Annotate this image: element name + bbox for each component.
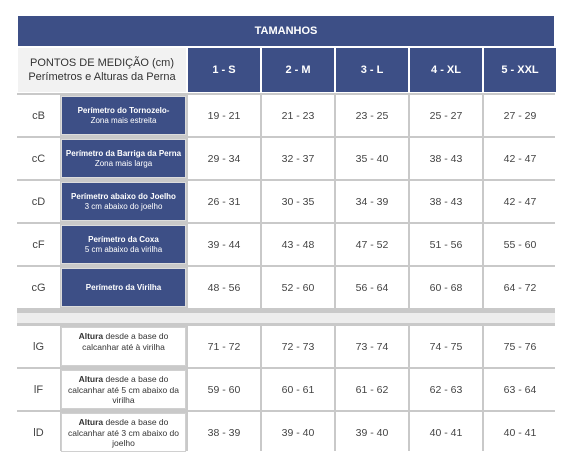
table-cell: 39 - 44 xyxy=(188,224,260,265)
table-cell: 38 - 43 xyxy=(410,181,482,222)
measure-label-note: 5 cm abaixo da virilha xyxy=(84,244,163,254)
size-header-4: 4 - XL xyxy=(409,47,483,93)
measure-label-note: desde a base do calcanhar até 3 cm abaix… xyxy=(67,417,180,448)
size-header-2: 2 - M xyxy=(261,47,335,93)
table-cell: 64 - 72 xyxy=(484,267,556,308)
section-separator xyxy=(17,312,555,324)
table-cell: 51 - 56 xyxy=(410,224,482,265)
table-cell: 34 - 39 xyxy=(336,181,408,222)
measure-label-title: Altura xyxy=(78,331,104,341)
table-cell: 40 - 41 xyxy=(410,412,482,453)
measure-label-note: Zona mais larga xyxy=(94,158,153,168)
size-header-3: 3 - L xyxy=(335,47,409,93)
measure-label: Perímetro abaixo do Joelho 3 cm abaixo do… xyxy=(61,182,186,221)
measure-label: Perímetro do Tornozelo- Zona mais estreit… xyxy=(61,96,186,135)
measure-label: Perímetro da Coxa 5 cm abaixo da virilha xyxy=(61,225,186,264)
row-code: cB xyxy=(17,95,60,136)
measure-label-title: Altura xyxy=(78,374,104,384)
size-table: TAMANHOS PONTOS DE MEDIÇÃO (cm) Perímetr… xyxy=(17,15,557,453)
size-header-1: 1 - S xyxy=(187,47,261,93)
table-title: TAMANHOS xyxy=(17,15,555,47)
row-code: lF xyxy=(17,369,60,410)
measure-label: Perímetro da Barriga da Perna Zona mais l… xyxy=(61,139,186,178)
table-cell: 47 - 52 xyxy=(336,224,408,265)
table-cell: 62 - 63 xyxy=(410,369,482,410)
measurement-header-line2: Perímetros e Alturas da Perna xyxy=(28,71,176,83)
table-cell: 63 - 64 xyxy=(484,369,556,410)
table-cell: 55 - 60 xyxy=(484,224,556,265)
table-cell: 19 - 21 xyxy=(188,95,260,136)
measure-label-title: Perímetro do Tornozelo- xyxy=(77,106,170,115)
row-code: cD xyxy=(17,181,60,222)
table-cell: 27 - 29 xyxy=(484,95,556,136)
table-cell: 39 - 40 xyxy=(336,412,408,453)
size-header-5: 5 - XXL xyxy=(483,47,557,93)
row-code: lG xyxy=(17,326,60,367)
measure-label-note: Zona mais estreita xyxy=(90,115,157,125)
table-cell: 32 - 37 xyxy=(262,138,334,179)
table-cell: 26 - 31 xyxy=(188,181,260,222)
measure-label-title: Perímetro da Barriga da Perna xyxy=(65,149,182,158)
table-cell: 25 - 27 xyxy=(410,95,482,136)
measure-label: Altura desde a base do calcanhar até à v… xyxy=(61,327,186,366)
table-cell: 73 - 74 xyxy=(336,326,408,367)
table-cell: 74 - 75 xyxy=(410,326,482,367)
measure-label-title: Perímetro da Virilha xyxy=(85,282,162,292)
table-cell: 21 - 23 xyxy=(262,95,334,136)
measure-label: Altura desde a base do calcanhar até 5 c… xyxy=(61,370,186,409)
table-cell: 43 - 48 xyxy=(262,224,334,265)
table-cell: 60 - 68 xyxy=(410,267,482,308)
table-cell: 42 - 47 xyxy=(484,138,556,179)
table-cell: 52 - 60 xyxy=(262,267,334,308)
measure-label: Perímetro da Virilha xyxy=(61,268,186,307)
table-cell: 48 - 56 xyxy=(188,267,260,308)
table-cell: 30 - 35 xyxy=(262,181,334,222)
row-code: cG xyxy=(17,267,60,308)
table-cell: 60 - 61 xyxy=(262,369,334,410)
measure-label-note: desde a base do calcanhar até à virilha xyxy=(82,331,169,352)
measure-label: Altura desde a base do calcanhar até 3 c… xyxy=(61,413,186,452)
table-cell: 75 - 76 xyxy=(484,326,556,367)
measure-label-note: desde a base do calcanhar até 5 cm abaix… xyxy=(67,374,180,405)
table-cell: 38 - 39 xyxy=(188,412,260,453)
table-cell: 23 - 25 xyxy=(336,95,408,136)
table-cell: 71 - 72 xyxy=(188,326,260,367)
row-code: cC xyxy=(17,138,60,179)
table-cell: 40 - 41 xyxy=(484,412,556,453)
measurement-header-line1: PONTOS DE MEDIÇÃO (cm) xyxy=(29,57,175,69)
table-cell: 42 - 47 xyxy=(484,181,556,222)
row-code: lD xyxy=(17,412,60,453)
measure-label-title: Altura xyxy=(78,417,104,427)
table-cell: 56 - 64 xyxy=(336,267,408,308)
table-cell: 59 - 60 xyxy=(188,369,260,410)
row-code: cF xyxy=(17,224,60,265)
measure-label-title: Perímetro abaixo do Joelho xyxy=(71,192,176,201)
measure-label-note: 3 cm abaixo do joelho xyxy=(84,201,163,211)
table-cell: 72 - 73 xyxy=(262,326,334,367)
table-cell: 39 - 40 xyxy=(262,412,334,453)
table-cell: 29 - 34 xyxy=(188,138,260,179)
table-cell: 38 - 43 xyxy=(410,138,482,179)
measurement-points-header: PONTOS DE MEDIÇÃO (cm) Perímetros e Altu… xyxy=(17,47,187,93)
table-cell: 35 - 40 xyxy=(336,138,408,179)
measure-label-title: Perímetro da Coxa xyxy=(88,235,159,244)
table-cell: 61 - 62 xyxy=(336,369,408,410)
